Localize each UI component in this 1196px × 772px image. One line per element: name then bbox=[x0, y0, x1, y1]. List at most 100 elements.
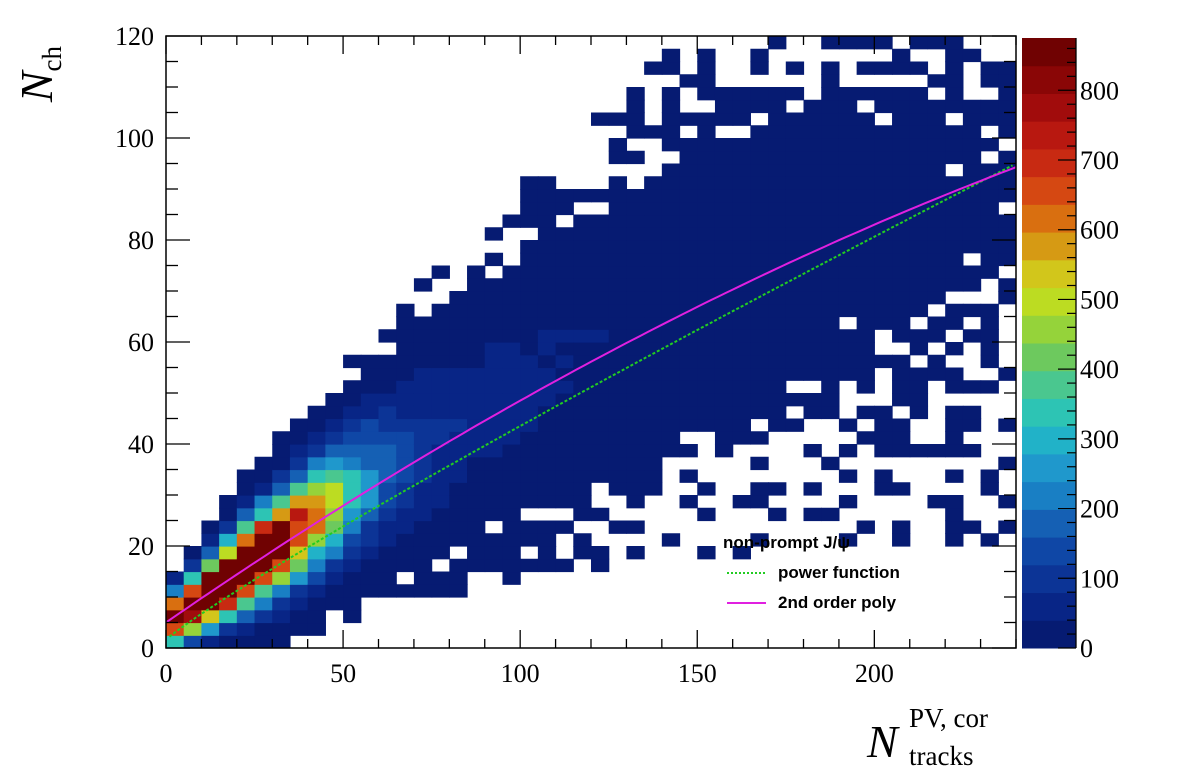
heatmap-bin bbox=[608, 329, 628, 343]
heatmap-bin bbox=[502, 469, 521, 483]
heatmap-bin bbox=[714, 87, 734, 101]
heatmap-bin bbox=[892, 87, 911, 101]
heatmap-bin bbox=[325, 546, 344, 560]
heatmap-bin bbox=[998, 252, 1016, 267]
heatmap-bin bbox=[892, 520, 911, 534]
heatmap-bin bbox=[998, 112, 1016, 126]
heatmap-bin bbox=[714, 227, 734, 241]
heatmap-bin bbox=[626, 87, 645, 101]
heatmap-bin bbox=[449, 571, 468, 585]
heatmap-bin bbox=[927, 367, 946, 381]
heatmap-bin bbox=[360, 533, 380, 547]
heatmap-bin bbox=[821, 99, 840, 114]
heatmap-bin bbox=[378, 431, 397, 445]
heatmap-bin bbox=[768, 278, 787, 292]
heatmap-bin bbox=[608, 393, 628, 407]
heatmap-bin bbox=[714, 201, 734, 216]
heatmap-bin bbox=[537, 418, 557, 432]
heatmap-bin bbox=[821, 303, 840, 318]
heatmap-bin bbox=[785, 201, 805, 216]
heatmap-bin bbox=[838, 291, 858, 305]
heatmap-bin bbox=[537, 482, 557, 496]
heatmap-bin bbox=[307, 520, 326, 534]
heatmap-bin bbox=[219, 622, 238, 636]
heatmap-bin bbox=[378, 456, 397, 471]
heatmap-bin bbox=[608, 456, 628, 471]
heatmap-bin bbox=[307, 507, 326, 522]
heatmap-bin bbox=[626, 303, 645, 318]
heatmap-bin bbox=[413, 469, 433, 483]
heatmap-bin bbox=[608, 380, 628, 394]
heatmap-bin bbox=[396, 418, 415, 432]
heatmap-bin bbox=[467, 456, 486, 471]
heatmap-bin bbox=[537, 189, 557, 203]
heatmap-bin bbox=[396, 380, 415, 394]
heatmap-bin bbox=[909, 291, 929, 305]
heatmap-bin bbox=[573, 265, 592, 279]
heatmap-bin bbox=[537, 444, 557, 458]
heatmap-bin bbox=[785, 189, 805, 203]
heatmap-bin bbox=[537, 214, 557, 228]
heatmap-bin bbox=[768, 329, 787, 343]
heatmap-bin bbox=[325, 558, 344, 573]
heatmap-bin bbox=[892, 393, 911, 407]
x-axis-title-main: N bbox=[866, 716, 900, 767]
heatmap-bin bbox=[183, 571, 203, 585]
heatmap-bin bbox=[608, 240, 628, 254]
x-axis-title-sub: tracks bbox=[909, 741, 973, 771]
heatmap-bin bbox=[856, 367, 875, 381]
heatmap-bin bbox=[413, 380, 433, 394]
heatmap-bin bbox=[838, 201, 858, 216]
heatmap-bin bbox=[307, 469, 326, 483]
heatmap-bin bbox=[431, 456, 450, 471]
heatmap-bin bbox=[803, 316, 822, 330]
heatmap-bin bbox=[679, 214, 698, 228]
heatmap-bin bbox=[980, 189, 999, 203]
heatmap-bin bbox=[484, 252, 504, 267]
heatmap-bin bbox=[591, 252, 610, 267]
heatmap-bin bbox=[697, 316, 716, 330]
heatmap-bin bbox=[254, 469, 273, 483]
heatmap-bin bbox=[396, 329, 415, 343]
heatmap-bin bbox=[378, 444, 397, 458]
heatmap-bin bbox=[661, 138, 681, 152]
heatmap-bin bbox=[449, 380, 468, 394]
heatmap-bin bbox=[289, 622, 309, 636]
heatmap-bin bbox=[626, 482, 645, 496]
heatmap-bin bbox=[644, 278, 663, 292]
heatmap-bin bbox=[413, 558, 433, 573]
heatmap-bin bbox=[750, 456, 769, 471]
heatmap-bin bbox=[272, 469, 291, 483]
colorbar-tick-label: 800 bbox=[1080, 76, 1119, 105]
heatmap-bin bbox=[537, 291, 557, 305]
heatmap-bin bbox=[573, 240, 592, 254]
heatmap-bin bbox=[591, 303, 610, 318]
heatmap-bin bbox=[945, 99, 964, 114]
heatmap-bin bbox=[945, 520, 964, 534]
heatmap-bin bbox=[272, 507, 291, 522]
heatmap-bin bbox=[449, 291, 468, 305]
heatmap-bin bbox=[768, 303, 787, 318]
colorbar-segment bbox=[1022, 453, 1076, 483]
heatmap-bin bbox=[555, 278, 574, 292]
heatmap-bin bbox=[254, 456, 273, 471]
heatmap-bin bbox=[484, 393, 504, 407]
heatmap-bin bbox=[201, 622, 220, 636]
heatmap-bin bbox=[413, 495, 433, 509]
heatmap-bin bbox=[644, 393, 663, 407]
heatmap-bin bbox=[484, 303, 504, 318]
heatmap-bin bbox=[555, 558, 574, 573]
heatmap-bin bbox=[537, 533, 557, 547]
heatmap-bin bbox=[644, 201, 663, 216]
heatmap-bin bbox=[838, 36, 858, 50]
heatmap-bin bbox=[360, 584, 380, 598]
heatmap-bin bbox=[431, 495, 450, 509]
heatmap-bin bbox=[413, 482, 433, 496]
heatmap-bin bbox=[520, 393, 539, 407]
heatmap-bin bbox=[750, 176, 769, 190]
heatmap-bin bbox=[892, 252, 911, 267]
heatmap-bin bbox=[289, 558, 309, 573]
heatmap-bin bbox=[591, 405, 610, 420]
heatmap-bin bbox=[945, 265, 964, 279]
heatmap-bin bbox=[626, 380, 645, 394]
